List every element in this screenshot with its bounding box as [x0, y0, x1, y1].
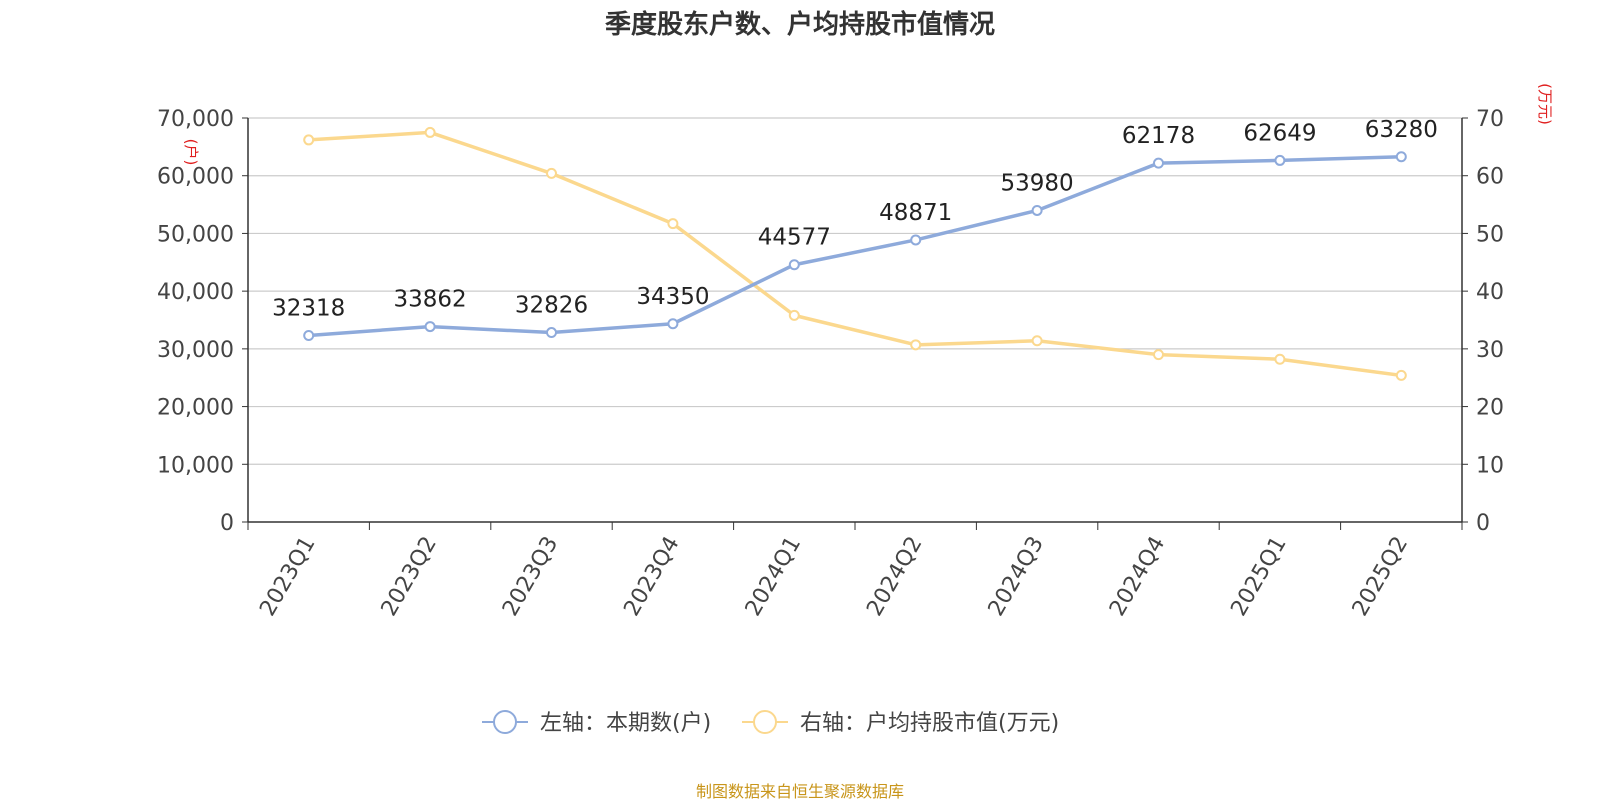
- data-label-holders: 63280: [1365, 117, 1438, 143]
- left-axis-tick-label: 50,000: [157, 222, 234, 247]
- data-point-holders: [1274, 154, 1286, 166]
- data-point-avg-value: [1031, 335, 1043, 347]
- x-axis-tick-label: 2023Q1: [255, 532, 320, 620]
- left-axis-tick-label: 30,000: [157, 338, 234, 363]
- x-axis-tick-label: 2025Q1: [1226, 532, 1291, 620]
- right-axis-tick-label: 70: [1476, 107, 1504, 132]
- legend-marker-avg-value: [753, 710, 777, 734]
- data-label-holders: 32826: [515, 293, 588, 319]
- data-point-holders: [788, 259, 800, 271]
- right-axis-tick-label: 30: [1476, 338, 1504, 363]
- right-axis-tick-label: 20: [1476, 396, 1504, 421]
- left-axis-tick-label: 0: [220, 511, 234, 536]
- legend-marker-holders: [493, 710, 517, 734]
- x-axis-tick-label: 2023Q2: [377, 532, 442, 620]
- data-point-avg-value: [788, 309, 800, 321]
- data-point-holders: [910, 234, 922, 246]
- data-point-avg-value: [667, 218, 679, 230]
- source-note: 制图数据来自恒生聚源数据库: [695, 782, 904, 801]
- left-axis-title: (户): [182, 139, 200, 166]
- data-label-holders: 32318: [272, 295, 345, 321]
- data-point-holders: [303, 329, 315, 341]
- data-point-avg-value: [1395, 369, 1407, 381]
- data-point-avg-value: [1153, 349, 1164, 361]
- legend-label-holders: 左轴：本期数(户): [540, 711, 711, 736]
- data-point-avg-value: [910, 339, 922, 351]
- right-axis-tick-label: 60: [1476, 165, 1504, 190]
- x-axis-tick-label: 2023Q4: [619, 532, 684, 620]
- right-axis-tick-label: 10: [1476, 453, 1504, 478]
- data-label-holders: 62649: [1243, 120, 1316, 146]
- data-point-holders: [546, 327, 557, 339]
- left-axis-tick-label: 20,000: [157, 396, 234, 421]
- right-axis-tick-label: 50: [1476, 222, 1504, 247]
- x-axis-tick-label: 2024Q2: [862, 532, 927, 620]
- x-axis-tick-label: 2024Q1: [741, 532, 806, 620]
- data-point-avg-value: [546, 167, 557, 179]
- data-point-avg-value: [303, 134, 315, 146]
- data-label-holders: 34350: [636, 284, 709, 310]
- x-axis-tick-label: 2025Q2: [1348, 532, 1413, 620]
- right-axis-tick-label: 0: [1476, 511, 1490, 536]
- left-axis-tick-label: 10,000: [157, 453, 234, 478]
- data-point-holders: [424, 321, 436, 333]
- chart-title: 季度股东户数、户均持股市值情况: [604, 10, 995, 40]
- data-label-holders: 53980: [1001, 170, 1074, 196]
- right-axis-tick-label: 40: [1476, 280, 1504, 305]
- line-chart: 0 0 10,000 10 20,000 20 30,000 30 40,000 40 50,000…: [157, 83, 1554, 736]
- data-label-holders: 48871: [879, 200, 952, 226]
- data-point-holders: [1395, 151, 1407, 163]
- left-axis-tick-label: 60,000: [157, 165, 234, 190]
- data-point-holders: [667, 318, 679, 330]
- data-point-avg-value: [424, 126, 436, 138]
- series-line-holders: [308, 155, 1402, 338]
- data-label-holders: 44577: [758, 225, 831, 251]
- series-line-avg-value: [308, 130, 1402, 378]
- left-axis-tick-label: 40,000: [157, 280, 234, 305]
- data-label-holders: 33862: [394, 287, 467, 313]
- data-point-avg-value: [1274, 353, 1286, 365]
- data-label-holders: 62178: [1122, 123, 1195, 149]
- x-axis-tick-label: 2023Q3: [498, 532, 563, 620]
- legend-label-avg-value: 右轴：户均持股市值(万元): [800, 711, 1059, 736]
- left-axis-tick-label: 70,000: [157, 107, 234, 132]
- right-axis-title: (万元): [1536, 83, 1554, 125]
- data-point-holders: [1031, 204, 1043, 216]
- data-point-holders: [1153, 157, 1164, 169]
- x-axis-tick-label: 2024Q4: [1105, 532, 1170, 620]
- x-axis-tick-label: 2024Q3: [984, 532, 1049, 620]
